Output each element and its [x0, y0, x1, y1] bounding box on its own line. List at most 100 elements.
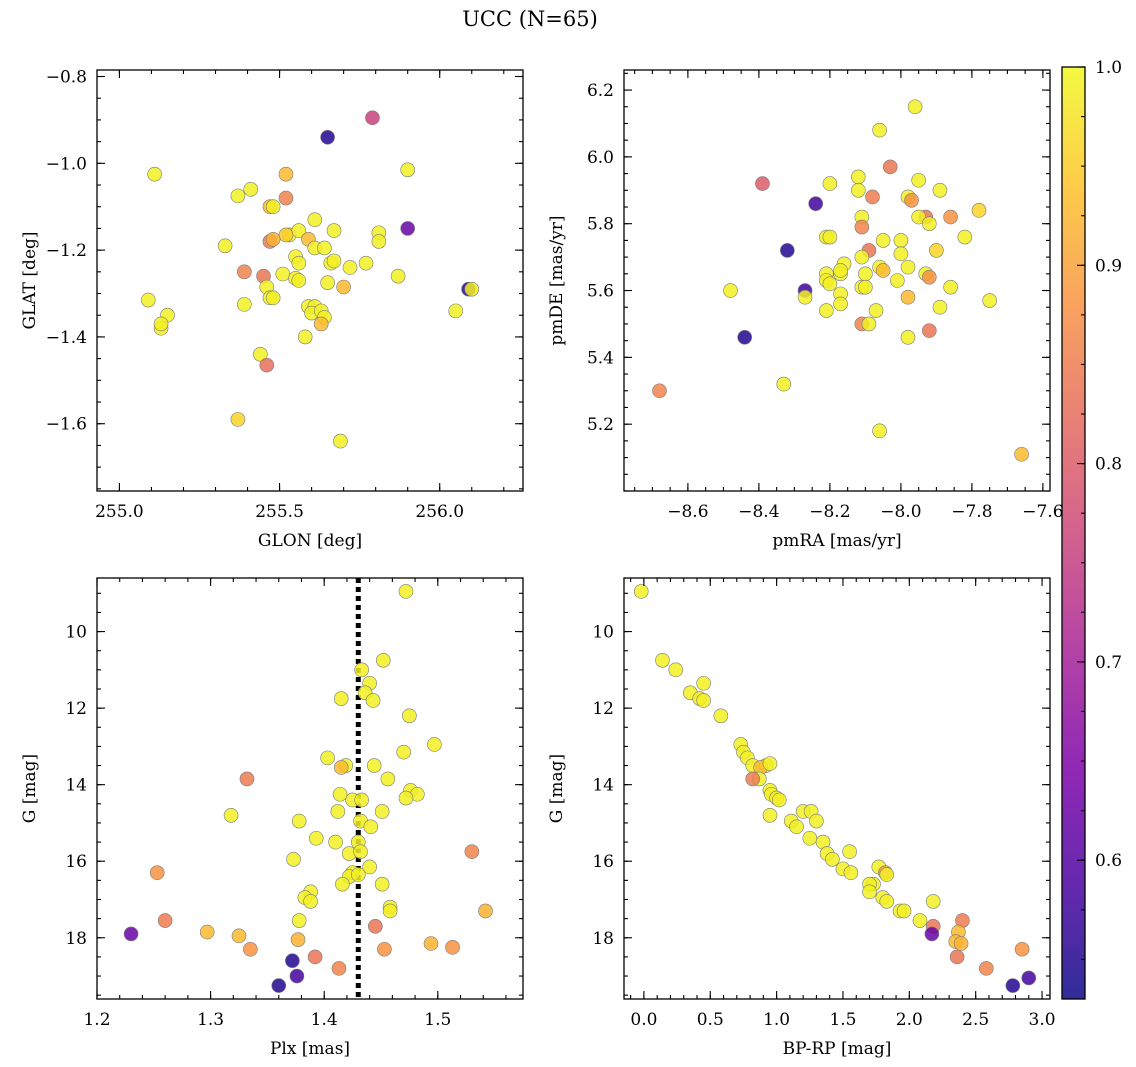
glon-glat-ytick-label: −1.4: [46, 328, 87, 348]
colorbar: 0.6 0.7 0.8 0.9 1.0: [1061, 58, 1122, 1000]
glon-glat-point-59: [464, 281, 480, 297]
plx-g-points: [123, 584, 493, 993]
plx-g-ytick-label: 18: [65, 929, 87, 949]
bprp-g-xtick-label: 3.0: [1029, 1010, 1056, 1030]
bprp-g-x-axis-label: BP-RP [mag]: [783, 1039, 892, 1059]
pmra-pmde-point-27: [893, 246, 909, 262]
glon-glat-point-32: [358, 255, 374, 271]
plx-g-point-63: [271, 978, 287, 993]
glon-glat-xtick-label: 255.0: [95, 502, 144, 522]
pmra-pmde-point-23: [893, 233, 909, 248]
pmra-pmde-point-33: [900, 259, 916, 275]
pmra-pmde-point-40: [890, 273, 905, 288]
pmra-pmde-point-48: [797, 289, 813, 305]
pmra-pmde-xtick-label: −7.6: [1022, 502, 1063, 522]
pmra-pmde-xtick-label: −8.6: [667, 502, 708, 522]
bprp-g-point-7: [713, 708, 729, 724]
plx-g-point-57: [377, 941, 392, 957]
bprp-g-point-53: [949, 949, 965, 965]
glon-glat-ytick-label: −1.6: [46, 415, 87, 435]
pmra-pmde-point-58: [921, 323, 937, 338]
bprp-g-point-6: [696, 693, 711, 708]
glon-glat-point-14: [278, 227, 294, 243]
bprp-g-points: [633, 584, 1037, 993]
bprp-g-ticks: [624, 578, 1050, 999]
plx-g-ytick-label: 10: [65, 623, 87, 643]
plx-g-point-19: [332, 786, 348, 802]
glon-glat-point-13: [307, 212, 323, 228]
plx-g-point-25: [291, 813, 307, 829]
pmra-pmde-point-32: [875, 263, 891, 278]
bprp-g-xtick-label: 2.5: [962, 1010, 989, 1030]
glon-glat-xtick-label: 255.5: [255, 502, 304, 522]
pmra-pmde-ytick-label: 5.6: [587, 282, 614, 302]
bprp-g-frame: [623, 577, 1051, 1000]
plx-g-point-50: [368, 918, 383, 934]
pmra-pmde-point-17: [971, 203, 987, 218]
plx-g-point-15: [380, 771, 396, 787]
glon-glat-point-5: [278, 166, 294, 182]
pmra-pmde-point-21: [822, 229, 838, 245]
plx-g-point-60: [331, 961, 347, 976]
colorbar-tick-label: 0.6: [1095, 851, 1122, 871]
bprp-g-point-56: [1005, 978, 1021, 993]
bprp-g-point-52: [1014, 941, 1030, 957]
plx-g-point-24: [223, 807, 239, 823]
plx-g-point-38: [149, 865, 165, 881]
pmra-pmde-point-63: [872, 423, 887, 439]
pmra-pmde-point-62: [652, 383, 667, 399]
pmra-pmde-point-29: [854, 249, 870, 265]
plx-g-point-29: [328, 834, 343, 850]
panel-glon-glat: 255.0 255.5 256.0 −1.6 −1.4 −1.2 −1.0 −0.8 GLON …: [20, 68, 524, 551]
panel-bprp-g: 0.0 0.5 1.0 1.5 2.0 2.5 3.0 10 12 14 16 18 BP-RP [ma…: [547, 577, 1056, 1059]
bprp-g-point-43: [896, 903, 912, 919]
pmra-pmde-point-61: [776, 376, 792, 392]
pmra-pmde-point-50: [900, 289, 916, 305]
plx-g-point-47: [478, 903, 493, 919]
bprp-g-ytick-label: 10: [592, 623, 614, 643]
pmra-pmde-xtick-label: −8.0: [880, 502, 921, 522]
glon-glat-y-axis-label: GLAT [deg]: [20, 231, 40, 329]
bprp-g-point-31: [825, 852, 840, 867]
plx-g-ytick-label: 14: [65, 776, 87, 796]
pmra-pmde-point-0: [907, 99, 923, 115]
pmra-pmde-point-45: [943, 279, 958, 295]
plx-g-ytick-label: 16: [65, 852, 87, 872]
pmra-pmde-ytick-label: 6.0: [587, 148, 614, 168]
plx-g-point-53: [231, 928, 247, 944]
pmra-pmde-point-16: [943, 209, 958, 225]
glon-glat-point-56: [153, 316, 169, 332]
glon-glat-point-30: [326, 253, 342, 269]
bprp-g-point-3: [696, 675, 711, 691]
glon-glat-point-4: [400, 221, 415, 236]
pmra-pmde-point-25: [779, 243, 795, 258]
pmra-pmde-point-4: [822, 176, 838, 191]
pmra-pmde-point-5: [755, 176, 770, 191]
plx-g-xtick-label: 1.5: [424, 1010, 451, 1030]
glon-glat-point-1: [320, 129, 335, 145]
pmra-pmde-y-axis-label: pmDE [mas/yr]: [547, 215, 567, 345]
glon-glat-frame: [96, 69, 524, 492]
plx-g-point-10: [320, 750, 335, 766]
pmra-pmde-ytick-label: 5.2: [587, 415, 614, 435]
pmra-pmde-xtick-label: −8.2: [809, 502, 850, 522]
plx-g-point-46: [464, 844, 480, 859]
glon-glat-point-37: [237, 297, 252, 312]
glon-glat-point-48: [297, 329, 313, 345]
plx-g-point-33: [286, 852, 301, 867]
bprp-g-point-23: [762, 807, 778, 823]
plx-g-point-55: [290, 932, 306, 947]
bprp-g-point-41: [879, 894, 895, 909]
plx-g-point-21: [354, 792, 369, 808]
plx-g-point-18: [398, 790, 414, 806]
colorbar-tick-label: 1.0: [1095, 58, 1122, 78]
plx-g-point-27: [363, 819, 379, 835]
glon-glat-point-34: [371, 234, 387, 249]
glon-glat-xtick-label: 256.0: [415, 502, 464, 522]
plx-g-point-43: [303, 894, 318, 909]
pmra-pmde-point-1: [872, 122, 887, 138]
plx-g-xtick-label: 1.4: [311, 1010, 338, 1030]
bprp-g-point-14: [762, 756, 778, 771]
plx-g-point-2: [354, 662, 369, 678]
pmra-pmde-point-55: [932, 299, 948, 315]
